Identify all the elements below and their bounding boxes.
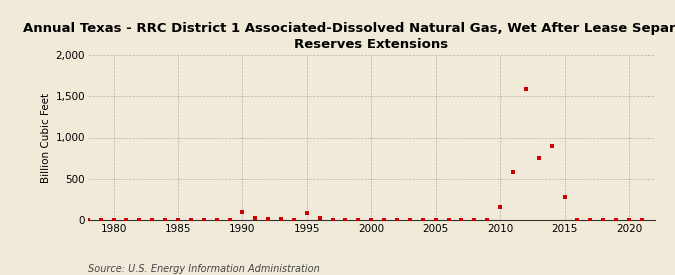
Point [302,211,313,216]
Point [198,218,209,222]
Point [430,217,441,222]
Point [546,144,557,148]
Point [482,217,493,222]
Point [82,218,93,222]
Point [288,217,299,222]
Point [146,218,157,222]
Y-axis label: Billion Cubic Feet: Billion Cubic Feet [41,92,51,183]
Point [186,218,196,222]
Title: Annual Texas - RRC District 1 Associated-Dissolved Natural Gas, Wet After Lease : Annual Texas - RRC District 1 Associated… [23,22,675,51]
Point [366,217,377,222]
Point [379,217,389,222]
Point [327,217,338,222]
Point [263,217,273,221]
Point [160,218,171,222]
Point [572,217,583,222]
Point [275,217,286,222]
Point [559,195,570,199]
Point [173,218,184,222]
Point [598,217,609,222]
Point [108,218,119,222]
Text: Source: U.S. Energy Information Administration: Source: U.S. Energy Information Administ… [88,264,319,274]
Point [237,210,248,214]
Point [611,217,622,222]
Point [469,217,480,222]
Point [585,217,596,222]
Point [121,218,132,222]
Point [134,218,144,222]
Point [637,217,647,222]
Point [520,87,531,91]
Point [315,216,325,221]
Point [250,215,261,220]
Point [392,217,402,222]
Point [495,205,506,210]
Point [533,156,544,160]
Point [211,218,222,222]
Point [456,217,467,222]
Point [340,217,351,222]
Point [443,217,454,222]
Point [224,218,235,222]
Point [353,217,364,222]
Point [404,217,415,222]
Point [508,170,518,174]
Point [95,218,106,222]
Point [624,217,634,222]
Point [70,218,80,222]
Point [417,217,428,222]
